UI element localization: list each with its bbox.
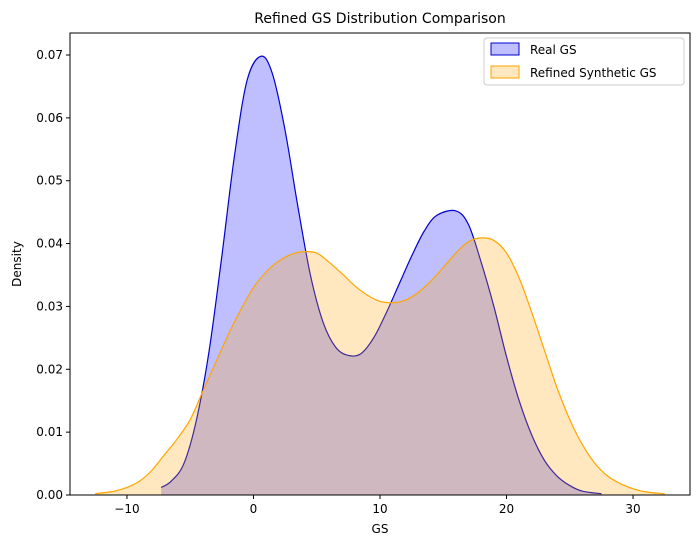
y-tick-label: 0.04	[36, 237, 63, 251]
y-tick-label: 0.02	[36, 362, 63, 376]
y-tick-label: 0.03	[36, 299, 63, 313]
y-tick-label: 0.06	[36, 111, 63, 125]
x-axis-label: GS	[372, 522, 389, 536]
chart-title: Refined GS Distribution Comparison	[254, 11, 506, 27]
series-fill-refined-synthetic-gs	[95, 237, 665, 495]
x-ticks: −10 0 10 20 30	[114, 495, 641, 516]
legend-label-refined-synthetic-gs: Refined Synthetic GS	[530, 66, 657, 80]
y-tick-label: 0.01	[36, 425, 63, 439]
x-tick-label: −10	[114, 502, 139, 516]
series-line-real-gs	[160, 55, 602, 495]
y-tick-label: 0.05	[36, 174, 63, 188]
y-ticks: 0.00 0.01 0.02 0.03 0.04 0.05 0.06 0.07	[36, 48, 70, 502]
legend-swatch-real-gs	[490, 42, 520, 56]
x-tick-label: 30	[625, 502, 640, 516]
y-axis-label: Density	[10, 241, 24, 287]
legend-box	[483, 37, 685, 86]
y-tick-label: 0.07	[36, 48, 63, 62]
plot-area	[69, 32, 691, 496]
series-line-refined-synthetic-gs	[95, 237, 665, 495]
legend: Real GS Refined Synthetic GS	[483, 37, 685, 86]
legend-swatch-refined-synthetic-gs	[490, 65, 520, 79]
x-tick-label: 0	[250, 502, 258, 516]
series-fill-real-gs	[161, 56, 602, 495]
x-tick-label: 10	[372, 502, 387, 516]
x-tick-label: 20	[499, 502, 514, 516]
y-tick-label: 0.00	[36, 488, 63, 502]
series-layer	[95, 55, 665, 495]
legend-label-real-gs: Real GS	[530, 43, 577, 57]
